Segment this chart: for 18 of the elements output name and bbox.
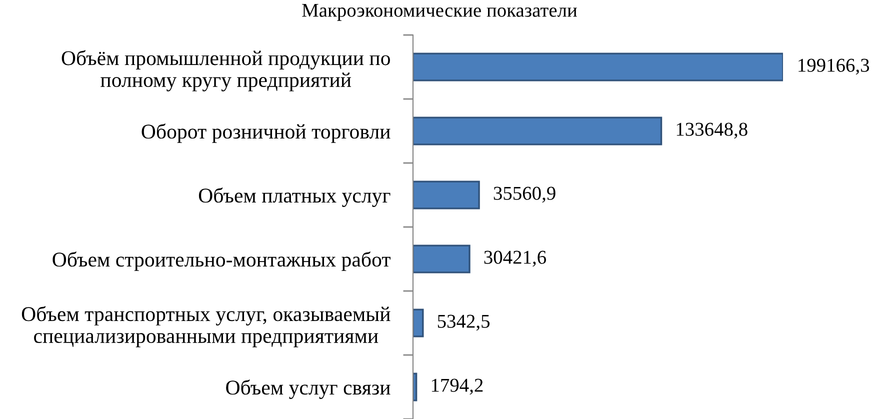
data-label: 5342,5 [438,314,490,331]
data-label: 35560,9 [494,186,556,203]
y-tick-label: Оборот розничной торговли [142,124,390,143]
data-label: 133648,8 [676,122,748,139]
chart-title: Макроэкономические показатели [302,4,577,21]
bar [413,52,783,82]
y-tick-label: Объем платных услуг [198,188,390,207]
y-tick-label: Объем транспортных услуг, оказываемый специализированными предприятиями [22,306,390,348]
bar [413,244,470,274]
y-tick-label: Объём промышленной продукции по полному кругу предприятий [62,50,390,92]
bar [413,116,662,146]
bar [413,308,424,338]
data-label: 30421,6 [484,250,546,267]
y-tick-label: Объем строительно-монтажных работ [52,252,390,271]
bar [413,180,480,210]
data-label: 199166,3 [798,58,870,75]
data-label: 1794,2 [432,378,483,395]
y-tick-label: Объем услуг связи [226,380,390,399]
